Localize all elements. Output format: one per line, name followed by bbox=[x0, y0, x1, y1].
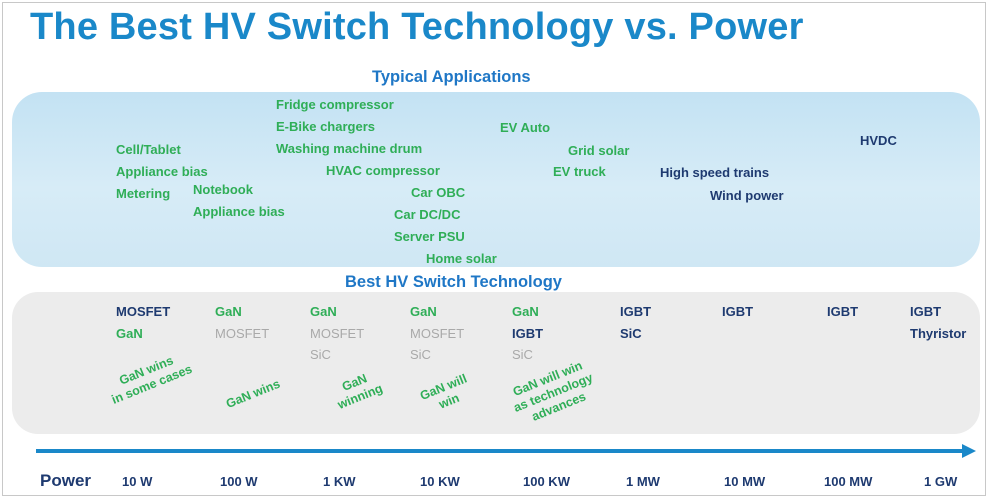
tech-label: MOSFET bbox=[116, 304, 171, 319]
tech-label: IGBT bbox=[910, 304, 942, 319]
app-label: Home solar bbox=[426, 251, 497, 266]
app-label: Car OBC bbox=[411, 185, 466, 200]
app-label: Appliance bias bbox=[193, 204, 285, 219]
app-label: EV Auto bbox=[500, 120, 551, 135]
app-label: Car DC/DC bbox=[394, 207, 461, 222]
power-tick: 100 MW bbox=[824, 474, 873, 489]
app-label: High speed trains bbox=[660, 165, 770, 180]
tech-label: IGBT bbox=[620, 304, 652, 319]
tech-label: GaN bbox=[512, 304, 539, 319]
tech-label: Thyristor bbox=[910, 326, 967, 341]
power-tick: 100 W bbox=[220, 474, 258, 489]
app-label: Fridge compressor bbox=[276, 97, 394, 112]
power-tick: 10 W bbox=[122, 474, 153, 489]
tech-label: MOSFET bbox=[215, 326, 270, 341]
power-tick: 1 MW bbox=[626, 474, 660, 489]
tech-label: MOSFET bbox=[410, 326, 465, 341]
app-label: EV truck bbox=[553, 164, 606, 179]
power-tick: 100 KW bbox=[523, 474, 570, 489]
app-label: Wind power bbox=[710, 188, 784, 203]
app-label: Cell/Tablet bbox=[116, 142, 181, 157]
power-tick: 1 KW bbox=[323, 474, 356, 489]
power-axis-line bbox=[36, 449, 966, 453]
power-tick: 10 KW bbox=[420, 474, 460, 489]
tech-label: SiC bbox=[310, 347, 331, 362]
power-tick: 10 MW bbox=[724, 474, 766, 489]
app-label: Server PSU bbox=[394, 229, 465, 244]
tech-label: GaN bbox=[310, 304, 337, 319]
applications-band bbox=[12, 92, 980, 267]
app-label: E-Bike chargers bbox=[276, 119, 375, 134]
app-label: HVAC compressor bbox=[326, 163, 440, 178]
tech-label: SiC bbox=[620, 326, 642, 341]
tech-label: GaN bbox=[410, 304, 437, 319]
app-label: Metering bbox=[116, 186, 171, 201]
app-label: Washing machine drum bbox=[276, 141, 423, 156]
tech-label: IGBT bbox=[722, 304, 754, 319]
app-label: Appliance bias bbox=[116, 164, 208, 179]
technology-band bbox=[12, 292, 980, 434]
app-label: Notebook bbox=[193, 182, 253, 197]
app-label: HVDC bbox=[860, 133, 897, 148]
tech-label: GaN bbox=[215, 304, 242, 319]
tech-label: IGBT bbox=[827, 304, 859, 319]
tech-label: SiC bbox=[512, 347, 533, 362]
applications-heading: Typical Applications bbox=[372, 68, 531, 86]
slide-title: The Best HV Switch Technology vs. Power bbox=[30, 6, 804, 48]
tech-label: GaN bbox=[116, 326, 143, 341]
axis-arrow-icon bbox=[962, 444, 976, 458]
power-tick: 1 GW bbox=[924, 474, 958, 489]
app-label: Grid solar bbox=[568, 143, 630, 158]
technology-heading: Best HV Switch Technology bbox=[345, 273, 562, 291]
tech-label: MOSFET bbox=[310, 326, 365, 341]
tech-label: IGBT bbox=[512, 326, 544, 341]
axis-label: Power bbox=[40, 471, 92, 490]
tech-label: SiC bbox=[410, 347, 431, 362]
